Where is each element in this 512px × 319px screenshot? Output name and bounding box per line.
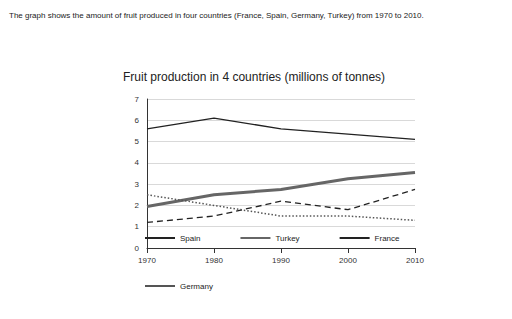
svg-text:The graph shows the amount of: The graph shows the amount of fruit prod… — [9, 11, 424, 20]
svg-text:France: France — [375, 234, 400, 243]
svg-text:Fruit production in 4 countrie: Fruit production in 4 countries (million… — [123, 70, 385, 84]
svg-text:Spain: Spain — [180, 234, 200, 243]
svg-text:1970: 1970 — [138, 256, 156, 265]
svg-text:5: 5 — [135, 137, 140, 146]
svg-text:Germany: Germany — [180, 282, 213, 291]
svg-text:4: 4 — [135, 158, 140, 167]
svg-text:6: 6 — [135, 116, 140, 125]
svg-text:1980: 1980 — [205, 256, 223, 265]
svg-text:2: 2 — [135, 201, 140, 210]
svg-text:3: 3 — [135, 180, 140, 189]
svg-text:2000: 2000 — [339, 256, 357, 265]
svg-text:Turkey: Turkey — [275, 234, 299, 243]
svg-text:2010: 2010 — [406, 256, 424, 265]
svg-text:0: 0 — [135, 244, 140, 253]
svg-text:1: 1 — [135, 222, 140, 231]
svg-text:7: 7 — [135, 95, 140, 104]
svg-text:1990: 1990 — [272, 256, 290, 265]
